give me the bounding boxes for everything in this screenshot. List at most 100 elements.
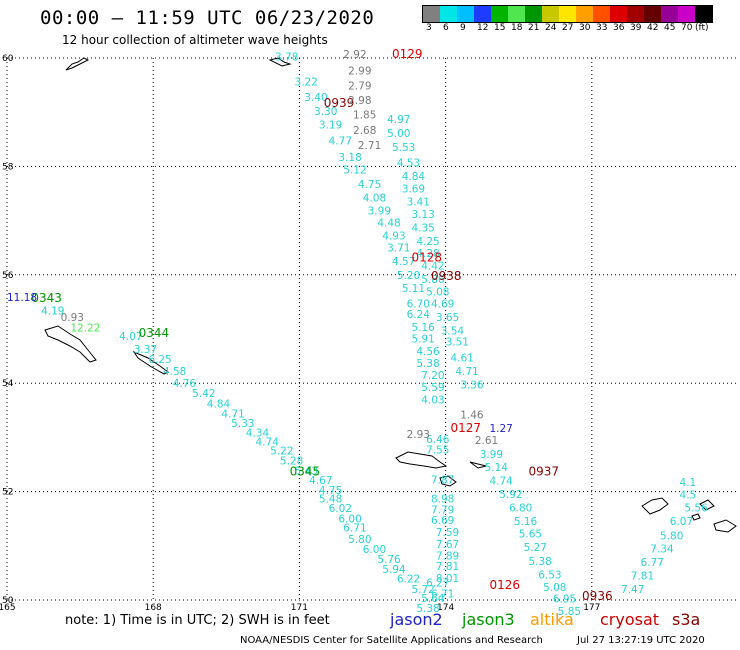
swh-value: 11.18 — [7, 292, 37, 304]
swh-value: 5.16 — [514, 516, 538, 528]
swh-value: 4.48 — [377, 218, 400, 230]
swh-value: 6.77 — [641, 557, 664, 569]
swh-value: 7.55 — [426, 445, 449, 457]
pass-time-label: 0938 — [431, 269, 462, 283]
swh-value: 4.74 — [256, 437, 280, 449]
swh-value: 2.79 — [348, 80, 371, 92]
swh-value: 3.99 — [480, 449, 503, 461]
colorbar-tick-label: 24 — [545, 23, 557, 33]
island-east-4 — [691, 513, 701, 521]
swh-value: 7.59 — [436, 527, 459, 539]
swh-value: 4.75 — [358, 179, 381, 191]
legend-jason2: jason2 — [390, 610, 443, 629]
coastlines — [44, 57, 737, 533]
track-s3a: 4.97 5.00 5.53 4.53 4.843.693.413.134.35 4.25… — [387, 114, 484, 392]
swh-value: 4.93 — [382, 231, 405, 243]
swh-value: 4.76 — [173, 378, 197, 390]
swh-value: 3.37 — [134, 344, 157, 356]
swh-value: 4.53 — [397, 157, 420, 169]
pass-time-label: 0128 — [411, 250, 442, 264]
island-small-1 — [132, 350, 169, 375]
pass-time-label: 0126 — [489, 578, 520, 592]
swh-value: 5.85 — [558, 606, 581, 618]
lat-tick-label: 60 — [2, 54, 14, 64]
swh-value: 7.87 — [431, 474, 454, 486]
footer-note: note: 1) Time is in UTC; 2) SWH is in fe… — [65, 613, 330, 628]
swh-value: 5.76 — [377, 554, 401, 566]
swh-value: 4.84 — [207, 399, 231, 411]
swh-value: 5.56 — [684, 503, 708, 515]
swh-value: 2.61 — [475, 435, 498, 447]
swh-value: 4.67 — [309, 475, 332, 487]
swh-value: 4.42 — [421, 260, 444, 272]
swh-value: 5.72 — [411, 584, 434, 596]
track-s3a: 4.14.55.566.07 5.807.34 6.777.81 7.47 — [621, 477, 708, 596]
island-east-1 — [641, 497, 669, 515]
swh-value: 3.71 — [387, 242, 410, 254]
colorbar-tick-label: 21 — [528, 23, 540, 33]
swh-value: 4.97 — [387, 114, 410, 126]
lat-tick-label: 50 — [2, 596, 14, 606]
track-cryosat: 2.92 2.99 2.79 2.98 1.85 2.68 2.71 1.46 2.61 2.93… — [343, 47, 520, 592]
pass-time-label: 0127 — [450, 421, 481, 435]
swh-value: 5.48 — [319, 493, 342, 505]
swh-value: 5.86 — [421, 274, 445, 286]
swh-value: 6.27 — [426, 577, 449, 589]
track-jason3: 4.19 4.073.376.254.584.765.424.844.715.33… — [31, 291, 445, 615]
colorbar-tick-label: 70 — [681, 23, 693, 33]
swh-value: 12.22 — [70, 323, 100, 335]
swh-value: 1.46 — [460, 409, 484, 421]
coast-north-2 — [268, 57, 292, 67]
pass-time-label: 0936 — [582, 589, 613, 603]
swh-value: 4.19 — [41, 305, 64, 317]
swh-value: 7.67 — [436, 539, 459, 551]
pass-time-label: 0937 — [528, 464, 559, 478]
swh-value: 5.80 — [348, 534, 371, 546]
lat-tick-label: 54 — [2, 379, 14, 389]
colorbar-swatch — [559, 6, 576, 22]
swh-value: 1.85 — [353, 110, 376, 122]
swh-value: 5.22 — [270, 446, 293, 458]
swh-value: 6.46 — [426, 434, 450, 446]
track-s3a: 3.78 3.22 3.40 3.303.19 4.77 3.185.12 4.75 4.08… — [275, 52, 459, 601]
colorbar-tick-label: 30 — [579, 23, 591, 33]
swh-value: 7.20 — [421, 370, 444, 382]
swh-value: 7.34 — [650, 543, 674, 555]
colorbar-swatch — [644, 6, 661, 22]
swh-value: 2.92 — [343, 49, 366, 61]
lon-tick-label: 174 — [437, 603, 454, 613]
swh-value: 3.54 — [441, 325, 465, 337]
swh-value: 5.38 — [416, 358, 439, 370]
swh-value: 7.79 — [431, 504, 454, 516]
swh-value: 6.69 — [431, 515, 454, 527]
swh-value: 3.51 — [446, 336, 469, 348]
swh-value: 4.69 — [431, 298, 454, 310]
swh-value: 6.00 — [338, 513, 361, 525]
swh-value: 5.38 — [528, 556, 551, 568]
swh-value: 3.19 — [319, 119, 342, 131]
swh-value: 4.03 — [421, 394, 444, 406]
colorbar-swatch — [457, 6, 474, 22]
colorbar-swatch — [525, 6, 542, 22]
swh-value: 3.41 — [407, 196, 430, 208]
colorbar-tick-label: (ft) — [695, 23, 709, 33]
swh-value: 2.93 — [407, 429, 430, 441]
swh-value: 5.14 — [485, 462, 509, 474]
swh-value: 5.16 — [411, 322, 435, 334]
swh-value: 4.1 — [680, 477, 697, 489]
swh-value: 2.68 — [353, 125, 376, 137]
coast-north-1 — [65, 57, 90, 71]
swh-value: 5.00 — [387, 128, 410, 140]
map-subtitle: 12 hour collection of altimeter wave hei… — [62, 33, 328, 47]
wave-height-colorbar — [422, 5, 713, 23]
colorbar-tick-label: 45 — [664, 23, 676, 33]
colorbar-swatch — [627, 6, 644, 22]
colorbar-swatch — [423, 6, 440, 22]
swh-value: 6.70 — [407, 298, 430, 310]
colorbar-tick-label: 12 — [477, 23, 489, 33]
swh-value: 5.92 — [499, 489, 522, 501]
swh-value: 4.25 — [416, 236, 439, 248]
track-cryosat: 0.93 — [61, 312, 84, 324]
